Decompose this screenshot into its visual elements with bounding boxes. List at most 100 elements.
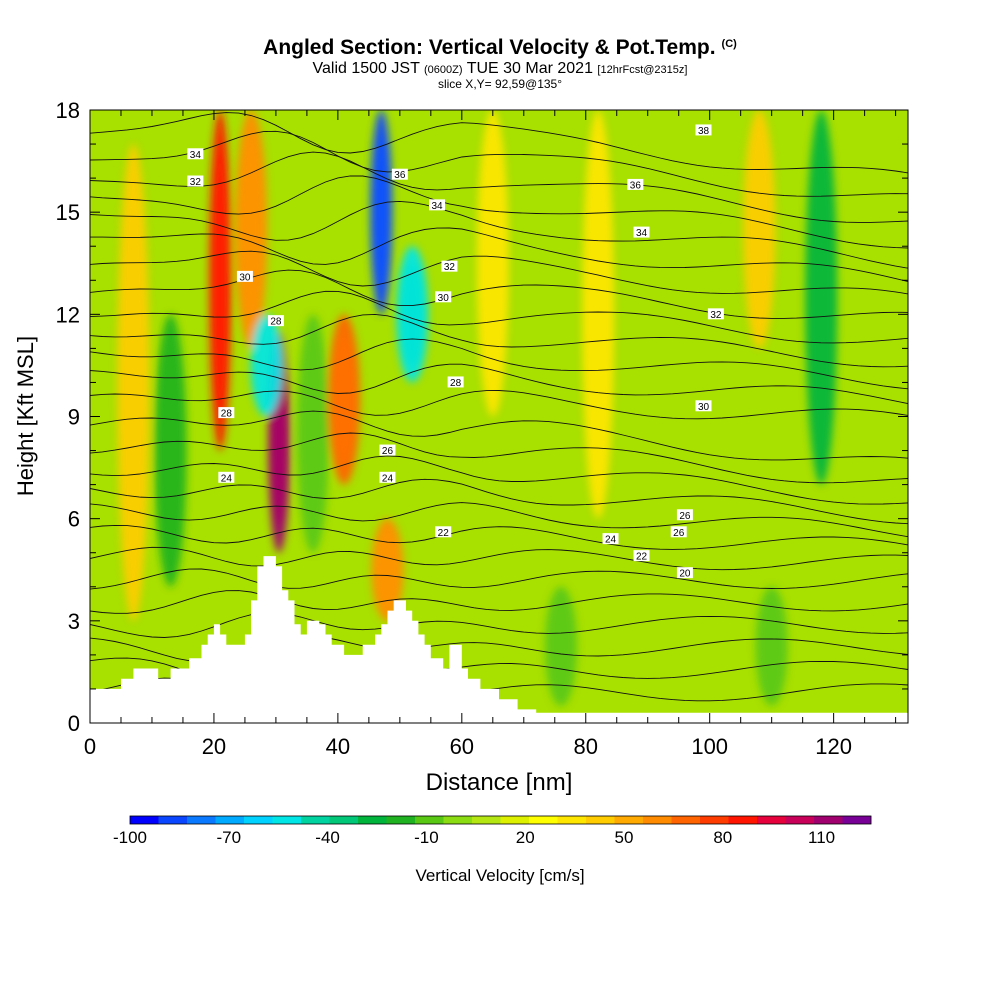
isentrope-label-text: 30 [239,272,251,283]
velocity-feature [297,314,330,553]
colorbar-swatch [472,816,501,824]
y-tick-label: 18 [56,98,80,123]
isentrope-label-text: 32 [710,310,722,321]
terrain-mask [90,556,908,723]
isentrope-label-text: 34 [431,201,443,212]
isentrope-label-text: 28 [270,317,282,328]
isentrope-label-text: 24 [605,535,617,546]
velocity-feature [154,314,187,587]
isentrope-label-text: 36 [630,180,642,191]
isentrope-line [90,227,908,282]
colorbar-swatch [244,816,273,824]
isentrope-label-text: 36 [394,170,406,181]
isentrope-label: 34 [633,226,650,239]
colorbar-swatch [842,816,872,824]
isentrope-label: 26 [670,526,687,539]
isentrope-line [90,112,908,174]
title-text: Angled Section: Vertical Velocity & Pot.… [263,36,716,59]
colorbar-tick-label: -10 [414,828,439,847]
y-tick-label: 12 [56,302,80,327]
isentrope-line [90,151,908,223]
isentrope-label: 26 [676,509,693,522]
colorbar-swatch [500,816,530,824]
isentrope-label: 32 [707,308,724,321]
velocity-feature [396,246,429,383]
isentrope-label: 28 [267,315,284,328]
isentrope-label: 36 [391,168,408,181]
velocity-feature [209,110,232,451]
colorbar-swatch [187,816,216,824]
isentrope-line [90,410,908,461]
x-axis-label: Distance [nm] [426,769,573,796]
valid-utc: (0600Z) [424,64,463,76]
isentrope-label: 30 [695,400,712,413]
y-tick-label: 9 [68,405,80,430]
x-tick-label: 40 [326,734,350,759]
colorbar-swatch [415,816,444,824]
isentrope-label-text: 22 [636,552,648,563]
velocity-feature [371,518,404,621]
isentrope-line [90,130,908,197]
velocity-feature [544,586,577,706]
isentrope-line [90,338,908,390]
colorbar: -100 -70 -40 -10 20 50 80 110 [113,815,872,847]
velocity-feature [250,314,283,417]
isentrope-label-text: 32 [190,177,202,188]
isentrope-label: 24 [379,471,396,484]
isentrope-line [90,502,908,538]
colorbar-swatch [358,816,387,824]
velocity-feature [805,110,838,485]
colorbar-swatch [158,816,188,824]
forecast-info: [12hrFcst@2315z] [597,64,688,76]
isentrope-label-text: 32 [444,262,456,273]
isentrope-line [90,590,908,614]
isentrope-line [90,390,908,420]
colorbar-swatch [557,816,587,824]
isentrope-label-text: 34 [636,228,648,239]
isentrope-line [90,290,908,344]
velocity-feature [582,110,615,519]
isentrope-label-text: 26 [673,528,685,539]
isentrope-line [90,175,908,249]
isentrope-label: 22 [435,526,452,539]
colorbar-swatch [301,816,330,824]
isentrope-line [90,612,908,638]
velocity-feature [328,314,361,485]
isentrope-line [90,313,908,368]
title-units: (C) [721,38,737,50]
plot-area: 20 22 22 24 24 24 26 26 26 28 28 28 30 30 30 32 32 32 34 34… [90,110,908,723]
valid-prefix: Valid 1500 JST [312,60,420,77]
isentrope-label-text: 34 [190,150,202,161]
colorbar-frame [129,815,872,825]
isentrope-label: 22 [633,550,650,563]
colorbar-swatch [614,816,644,824]
colorbar-swatch [130,816,159,824]
isentrope-label-text: 24 [221,473,233,484]
isentrope-label: 26 [379,444,396,457]
isentrope-label: 24 [218,471,235,484]
velocity-feature [743,110,776,349]
colorbar-tick-label: -40 [315,828,340,847]
isentrope-label: 38 [695,124,712,137]
colorbar-tick-label: -100 [113,828,147,847]
colorbar-swatch [785,816,815,824]
y-tick-label: 3 [68,609,80,634]
isentrope-label: 30 [435,291,452,304]
x-tick-label: 100 [691,734,728,759]
slice-info: slice X,Y= 92,59@135° [437,77,563,91]
colorbar-swatch [329,816,359,824]
isentrope-label: 34 [429,199,446,212]
isentrope-label: 34 [187,148,204,161]
isentrope-label-text: 24 [382,473,394,484]
isentrope-label: 28 [218,407,235,420]
colorbar-swatch [700,816,729,824]
isentrope-label: 32 [187,175,204,188]
isentrope-label-text: 28 [221,409,233,420]
velocity-feature [235,110,268,349]
x-tick-label: 60 [450,734,474,759]
colorbar-label: Vertical Velocity [cm/s] [415,866,584,885]
x-tick-label: 20 [202,734,226,759]
isentrope-label: 36 [627,178,644,191]
colorbar-swatch [643,816,672,824]
colorbar-tick-label: 110 [808,828,835,847]
